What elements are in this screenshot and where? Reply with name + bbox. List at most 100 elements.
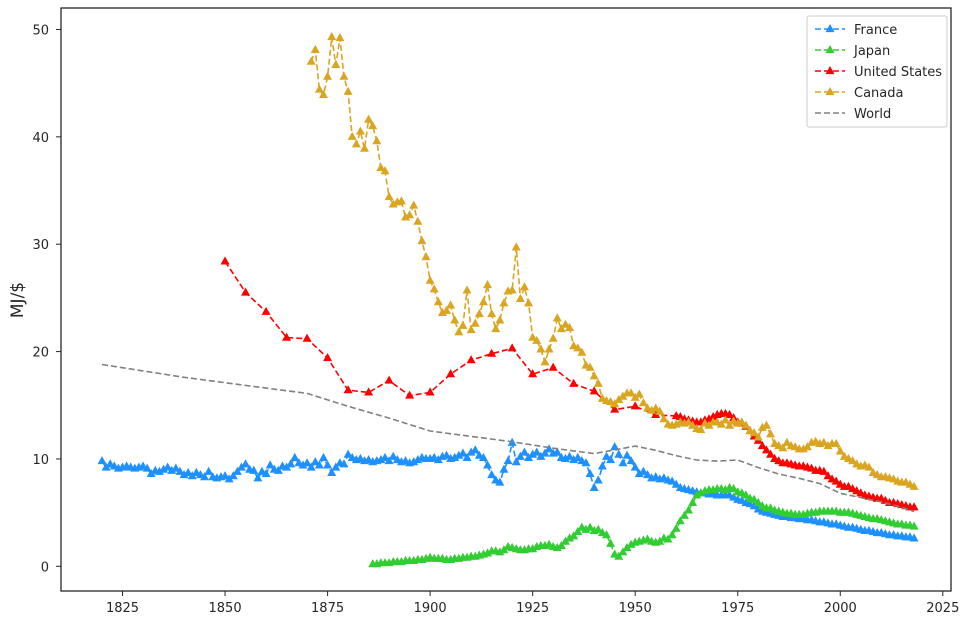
data-point-canada xyxy=(478,297,488,306)
data-point-japan xyxy=(655,536,665,545)
data-point-france xyxy=(544,444,554,453)
data-point-united-states xyxy=(708,412,718,421)
x-tick-label: 2025 xyxy=(926,601,959,616)
data-point-france xyxy=(483,460,493,469)
data-point-canada xyxy=(437,307,447,316)
data-point-canada xyxy=(454,327,464,336)
data-point-canada xyxy=(593,378,603,387)
data-point-canada xyxy=(819,437,829,446)
data-point-france xyxy=(384,456,394,465)
data-point-france xyxy=(154,466,164,475)
data-point-united-states xyxy=(823,471,833,480)
data-point-france xyxy=(433,454,443,464)
data-point-japan xyxy=(626,539,636,548)
data-point-france xyxy=(146,468,156,478)
data-point-france xyxy=(253,473,263,482)
data-point-united-states xyxy=(528,369,538,378)
data-point-united-states xyxy=(323,352,333,362)
data-point-canada xyxy=(364,114,374,123)
data-point-france xyxy=(327,467,337,476)
plot-area xyxy=(97,31,919,568)
data-point-france xyxy=(601,451,611,460)
data-point-france xyxy=(499,464,509,473)
data-point-canada xyxy=(466,325,476,334)
data-point-france xyxy=(626,456,636,465)
data-point-france xyxy=(409,457,419,466)
data-point-japan xyxy=(601,530,611,539)
data-point-united-states xyxy=(651,409,661,418)
data-point-france xyxy=(511,457,521,466)
data-point-canada xyxy=(491,324,501,333)
data-point-canada xyxy=(626,388,636,397)
data-point-france xyxy=(163,462,173,471)
x-tick-label: 2000 xyxy=(824,601,857,616)
data-point-canada xyxy=(495,315,505,324)
data-point-canada xyxy=(483,279,493,289)
data-point-canada xyxy=(470,318,480,327)
data-point-canada xyxy=(425,275,435,284)
data-point-canada xyxy=(831,438,841,447)
data-point-japan xyxy=(560,536,570,545)
data-point-canada xyxy=(442,305,452,314)
data-point-canada xyxy=(647,405,657,414)
data-point-france xyxy=(593,475,603,484)
x-tick-label: 1875 xyxy=(311,601,344,616)
data-point-france xyxy=(565,451,575,460)
data-point-canada xyxy=(524,298,534,307)
series-japan xyxy=(368,482,919,568)
data-point-canada xyxy=(741,420,751,429)
data-point-canada xyxy=(864,462,874,471)
x-tick-label: 1950 xyxy=(619,601,652,616)
legend-item-france: France xyxy=(815,23,897,38)
data-point-france xyxy=(581,458,591,467)
data-point-france xyxy=(552,447,562,456)
data-point-united-states xyxy=(487,348,497,357)
data-point-france xyxy=(478,452,488,461)
data-point-canada xyxy=(688,420,698,429)
legend-item-canada: Canada xyxy=(815,86,903,101)
data-point-canada xyxy=(499,298,509,307)
legend-label: World xyxy=(854,107,891,122)
data-point-canada xyxy=(318,89,328,99)
data-point-france xyxy=(331,462,341,471)
data-point-canada xyxy=(372,136,382,145)
data-point-canada xyxy=(331,59,341,68)
data-point-france xyxy=(339,459,349,468)
legend-item-japan: Japan xyxy=(815,44,890,59)
axes xyxy=(60,7,952,592)
data-point-france xyxy=(450,452,460,461)
data-point-france xyxy=(159,464,169,473)
data-point-canada xyxy=(560,319,570,328)
x-tick-label: 1825 xyxy=(106,601,139,616)
data-point-canada xyxy=(618,391,628,400)
data-point-japan xyxy=(565,533,575,542)
y-tick-label: 40 xyxy=(32,131,49,146)
data-point-canada xyxy=(360,143,370,152)
legend-item-world: World xyxy=(815,107,891,122)
data-point-canada xyxy=(376,162,386,172)
data-point-france xyxy=(528,449,538,458)
data-point-canada xyxy=(548,333,558,342)
data-point-japan xyxy=(663,534,673,543)
data-point-canada xyxy=(433,297,443,306)
data-point-united-states xyxy=(405,390,415,399)
data-point-france xyxy=(187,471,197,480)
data-point-france xyxy=(634,468,644,478)
y-axis-ticks: 0 10 20 30 40 50 xyxy=(32,23,61,575)
series-line-world xyxy=(101,363,915,513)
data-point-canada xyxy=(725,420,735,429)
data-point-canada xyxy=(610,399,620,408)
data-point-united-states xyxy=(704,414,714,423)
data-point-canada xyxy=(716,419,726,428)
y-tick-label: 0 xyxy=(41,560,49,575)
legend-label: Canada xyxy=(854,86,903,101)
data-point-canada xyxy=(556,324,566,333)
data-point-france xyxy=(175,466,185,475)
data-point-japan xyxy=(528,544,538,553)
legend: France Japan United States Canada World xyxy=(806,15,948,128)
data-point-france xyxy=(667,476,677,485)
data-point-japan xyxy=(573,526,583,536)
data-point-canada xyxy=(761,420,771,429)
data-point-united-states xyxy=(725,409,735,418)
